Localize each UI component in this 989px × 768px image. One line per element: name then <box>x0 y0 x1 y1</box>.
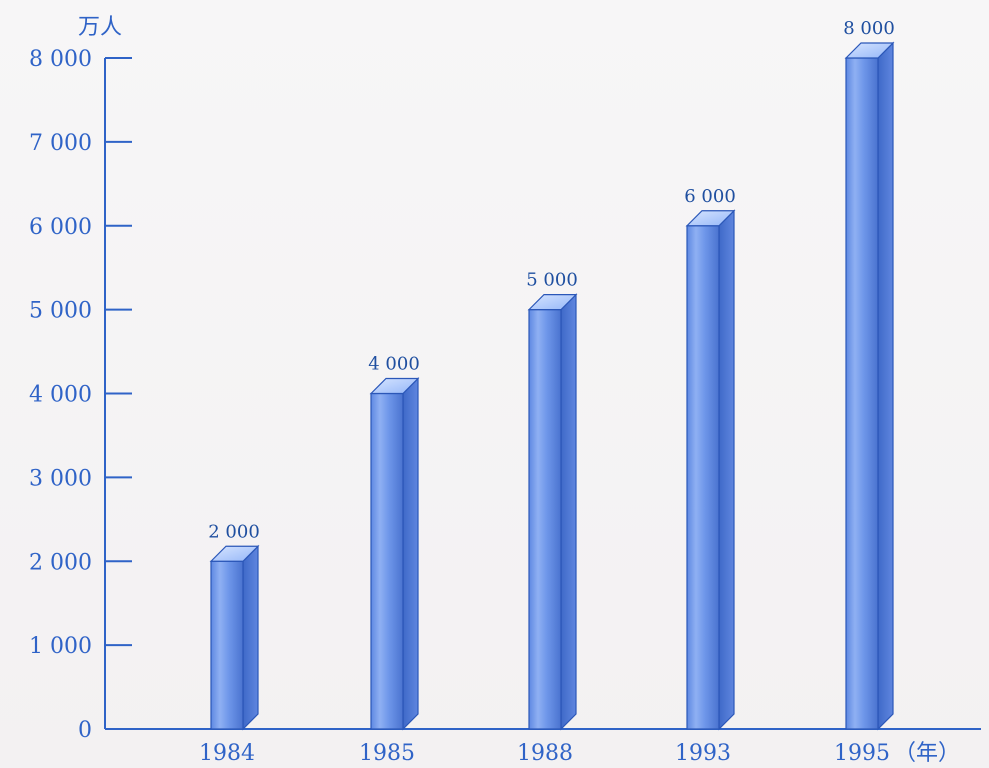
data-label: 4 000 <box>368 354 420 375</box>
y-tick-label: 5 000 <box>29 299 92 324</box>
x-tick-label: 1993 <box>675 741 731 766</box>
y-tick-label: 6 000 <box>29 215 92 240</box>
bar-side <box>877 41 894 731</box>
bar-side <box>560 293 577 731</box>
data-label: 5 000 <box>526 270 578 291</box>
x-tick-label: 1988 <box>517 741 573 766</box>
bar <box>370 392 404 730</box>
y-tick-label: 1 000 <box>29 634 92 659</box>
bar-top <box>369 377 420 395</box>
y-tick-label: 2 000 <box>29 550 92 575</box>
x-axis-unit: （年） <box>894 741 960 766</box>
y-axis-unit: 万人 <box>78 15 122 40</box>
y-tick-label: 8 000 <box>29 47 92 72</box>
data-label: 2 000 <box>208 521 260 542</box>
bar-top <box>685 210 736 227</box>
bar-top <box>209 545 260 562</box>
x-tick-label: 1985 <box>359 741 415 766</box>
y-tick-label: 0 <box>78 718 92 743</box>
bar-side <box>402 377 419 731</box>
bar <box>686 225 720 730</box>
data-label: 8 000 <box>843 18 895 39</box>
x-tick-label: 1995 <box>834 741 890 766</box>
x-tick-label: 1984 <box>199 741 255 766</box>
bar-top <box>527 294 578 311</box>
y-tick-label: 3 000 <box>29 466 92 491</box>
bar-side <box>718 209 735 731</box>
bar-side <box>242 544 259 731</box>
y-tick-label: 7 000 <box>29 131 92 156</box>
bar <box>845 57 879 730</box>
y-tick-label: 4 000 <box>29 383 92 408</box>
bar-top <box>844 42 895 59</box>
bar <box>528 309 562 730</box>
bar <box>210 560 244 730</box>
data-label: 6 000 <box>684 186 736 207</box>
